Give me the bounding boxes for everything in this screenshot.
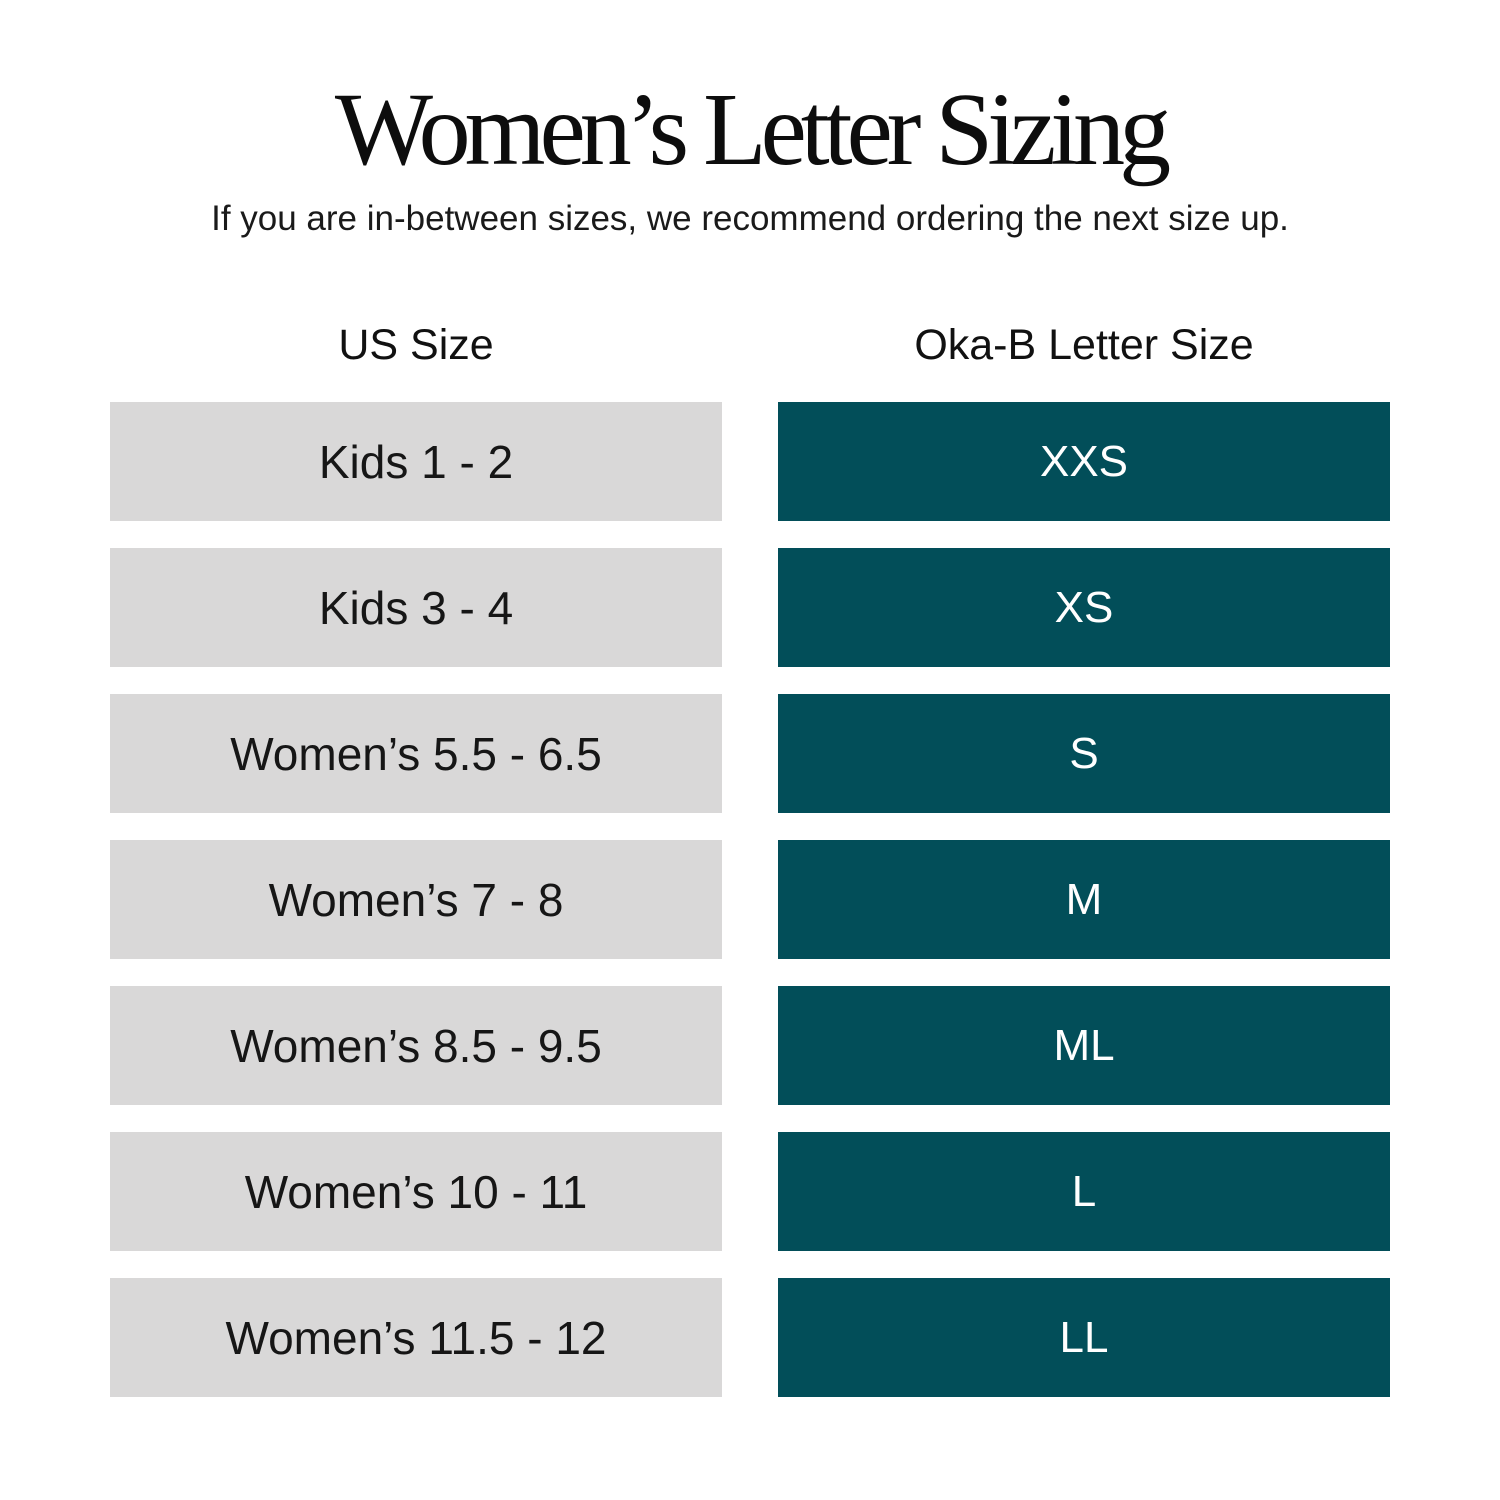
us-size-cell: Kids 3 - 4 xyxy=(110,548,722,668)
us-size-cell: Kids 1 - 2 xyxy=(110,402,722,522)
letter-size-cell: S xyxy=(778,694,1390,814)
column-header-us-size: US Size xyxy=(338,321,494,369)
table-header-row: US Size Oka-B Letter Size xyxy=(110,321,1390,369)
page-subtitle: If you are in-between sizes, we recommen… xyxy=(211,199,1289,238)
table-row: Women’s 10 - 11 L xyxy=(110,1132,1390,1252)
table-row: Women’s 7 - 8 M xyxy=(110,840,1390,960)
page-title: Women’s Letter Sizing xyxy=(334,72,1171,187)
letter-size-cell: M xyxy=(778,840,1390,960)
table-row: Women’s 5.5 - 6.5 S xyxy=(110,694,1390,814)
letter-size-cell: XXS xyxy=(778,402,1390,522)
us-size-cell: Women’s 10 - 11 xyxy=(110,1132,722,1252)
us-size-cell: Women’s 5.5 - 6.5 xyxy=(110,694,722,814)
letter-size-cell: L xyxy=(778,1132,1390,1252)
us-size-cell: Women’s 7 - 8 xyxy=(110,840,722,960)
us-size-cell: Women’s 8.5 - 9.5 xyxy=(110,986,722,1106)
letter-size-cell: LL xyxy=(778,1278,1390,1398)
table-row: Women’s 8.5 - 9.5 ML xyxy=(110,986,1390,1106)
table-body: Kids 1 - 2 XXS Kids 3 - 4 XS Women’s 5.5… xyxy=(110,402,1390,1398)
table-row: Kids 1 - 2 XXS xyxy=(110,402,1390,522)
letter-size-cell: XS xyxy=(778,548,1390,668)
size-table: US Size Oka-B Letter Size Kids 1 - 2 XXS… xyxy=(110,321,1390,1398)
us-size-cell: Women’s 11.5 - 12 xyxy=(110,1278,722,1398)
table-row: Kids 3 - 4 XS xyxy=(110,548,1390,668)
table-row: Women’s 11.5 - 12 LL xyxy=(110,1278,1390,1398)
column-header-letter-size: Oka-B Letter Size xyxy=(914,321,1254,369)
letter-size-cell: ML xyxy=(778,986,1390,1106)
